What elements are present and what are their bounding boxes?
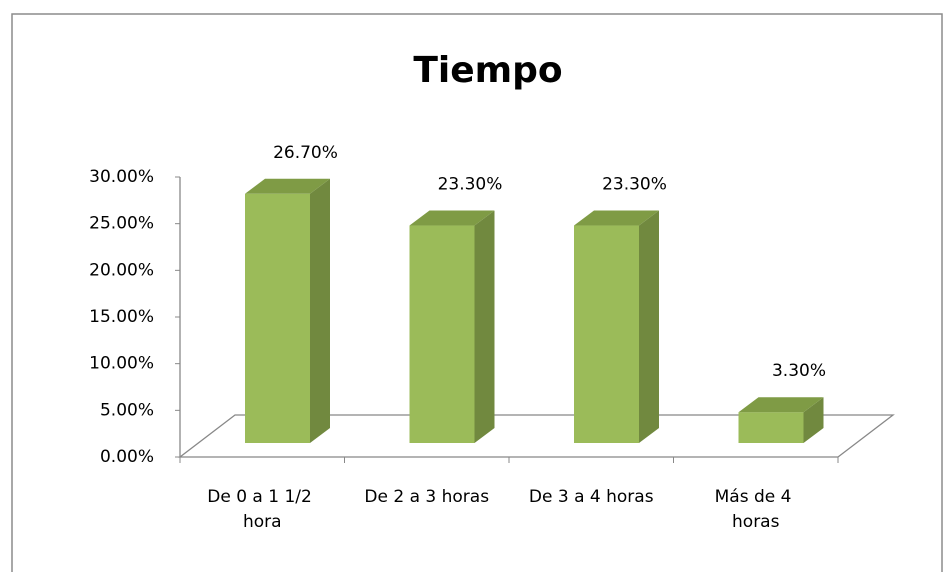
- value-label: 26.70%: [273, 143, 338, 163]
- value-label: 23.30%: [438, 175, 503, 195]
- chart-title: Tiempo: [413, 50, 562, 91]
- bar-top: [574, 210, 659, 226]
- y-tick-label: 10.00%: [89, 354, 154, 374]
- bar: [409, 225, 475, 443]
- value-label: 3.30%: [772, 361, 826, 381]
- y-tick-label: 0.00%: [100, 447, 154, 467]
- bar: [738, 412, 804, 443]
- bar-top: [409, 210, 495, 226]
- y-tick-label: 25.00%: [89, 214, 154, 234]
- x-tick-label: Más de 4 horas: [715, 487, 797, 532]
- x-tick-label: De 0 a 1 1/2 hora: [207, 487, 317, 532]
- y-tick-label: 15.00%: [89, 307, 154, 327]
- y-tick-label: 5.00%: [100, 400, 154, 420]
- x-tick-label: De 3 a 4 horas: [529, 487, 654, 507]
- bar-top: [245, 178, 330, 194]
- value-label: 23.30%: [602, 175, 667, 195]
- bar: [245, 193, 310, 443]
- y-tick-label: 30.00%: [89, 167, 154, 187]
- bar-top: [738, 397, 824, 413]
- bar-side: [310, 178, 330, 444]
- floor: [178, 414, 895, 458]
- x-tick-label: De 2 a 3 horas: [364, 487, 489, 507]
- y-tick-label: 20.00%: [89, 260, 154, 280]
- bar-side: [474, 210, 495, 443]
- bar-side: [803, 397, 824, 443]
- bar-side: [639, 210, 659, 443]
- bar: [574, 225, 639, 443]
